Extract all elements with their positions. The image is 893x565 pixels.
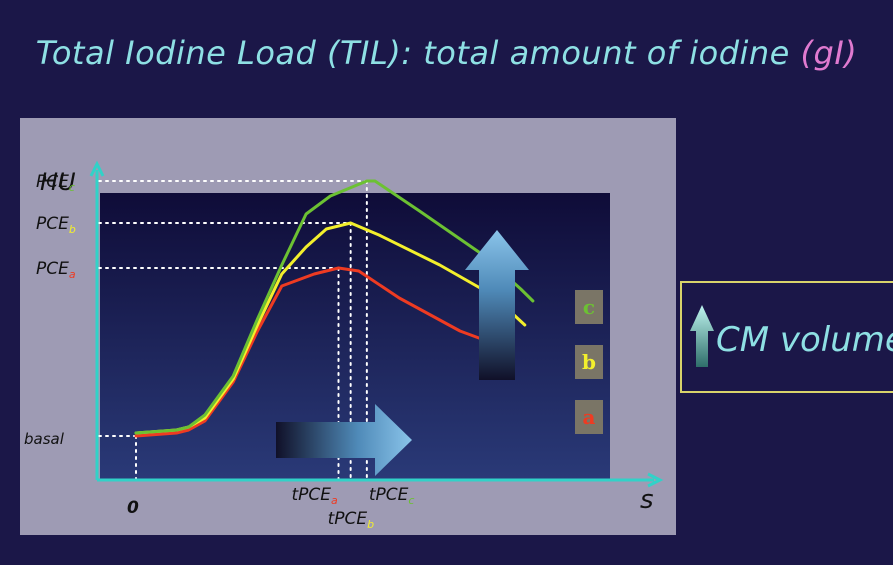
y-level-label-b: PCEb [36,214,76,236]
y-level-label-basal: basal [24,430,65,448]
series-badge-c [575,290,603,324]
series-badge-b [575,345,603,379]
x-origin-label: 0 [127,498,139,518]
x-peak-label-a: tPCEa [292,485,339,507]
x-peak-label-c: tPCEc [369,485,415,507]
x-peak-label-b: tPCEb [328,509,375,531]
slide-title: Total Iodine Load (TIL): total amount of… [0,34,893,72]
x-axis-label: s [640,485,654,515]
y-level-label-a: PCEa [36,259,76,281]
y-level-label-c: PCEc [36,172,75,194]
peak-arrow [465,230,529,380]
title-main: Total Iodine Load (TIL): total amount of… [35,34,801,72]
series-badge-a [575,400,603,434]
axes-layer [89,160,664,488]
badges-layer: c b a [575,290,603,434]
time-arrow [276,404,412,476]
title-unit: (gI) [800,34,858,72]
up-arrow-icon [690,305,714,367]
series-badge-label-c: c [583,295,595,319]
callout-box [680,281,893,393]
series-line-c [134,179,535,435]
series-line-a [134,266,515,438]
y-axis-arrow-icon [89,160,105,177]
x-axis-arrow-icon [647,472,664,488]
callout-text: CM volume [716,320,893,360]
guides-layer [98,180,368,481]
series-badge-label-a: a [583,405,596,429]
series-layer [134,179,535,438]
y-axis-label: HU [40,168,76,196]
series-badge-label-b: b [582,350,596,374]
